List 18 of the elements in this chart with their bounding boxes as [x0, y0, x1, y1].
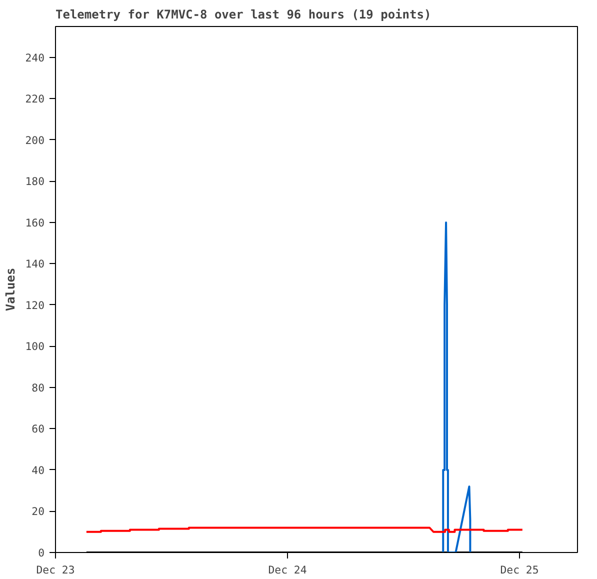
y-tick-label: 0: [38, 546, 45, 560]
x-tick-label: Dec 24: [268, 564, 307, 576]
y-tick-label: 140: [25, 258, 45, 271]
y-tick-label: 60: [32, 422, 45, 436]
y-tick-label: 100: [25, 340, 45, 354]
y-tick-label: 80: [32, 381, 45, 394]
chart-title: Telemetry for K7MVC-8 over last 96 hours (19 points): [56, 8, 432, 22]
y-tick-label: 220: [25, 92, 45, 106]
y-tick-label: 20: [32, 505, 45, 518]
y-tick-label: 40: [32, 464, 45, 477]
y-axis-title: Values: [3, 268, 18, 312]
x-tick-label: Dec 25: [500, 564, 539, 576]
y-tick-label: 120: [25, 298, 45, 312]
y-tick-label: 200: [25, 134, 45, 147]
y-tick-label: 160: [25, 216, 45, 230]
x-tick-label: Dec 23: [36, 564, 75, 576]
y-tick-label: 180: [25, 175, 45, 188]
y-tick-label: 240: [25, 51, 45, 64]
